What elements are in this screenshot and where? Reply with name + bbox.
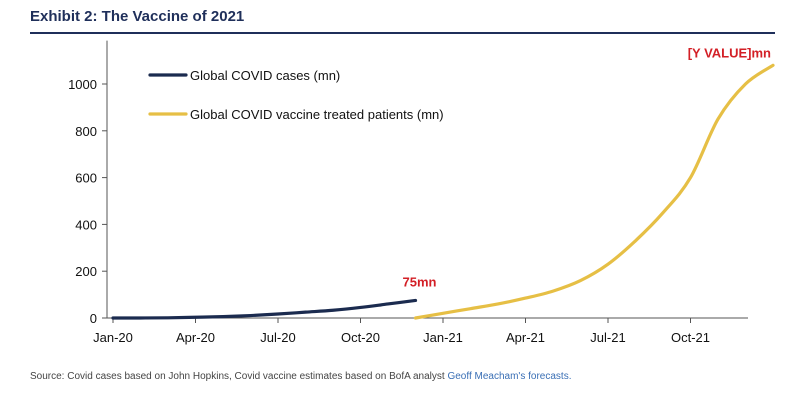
legend-label: Global COVID cases (mn) [190,68,340,83]
source-text: Source: Covid cases based on John Hopkin… [30,371,448,382]
legend-label: Global COVID vaccine treated patients (m… [190,107,444,122]
y-tick-label: 1000 [68,77,97,92]
x-tick-label: Jul-21 [590,330,625,345]
y-tick-label: 0 [90,311,97,326]
source-link[interactable]: Geoff Meacham's forecasts. [447,371,572,382]
x-tick-label: Oct-21 [671,330,710,345]
x-tick-label: Oct-20 [341,330,380,345]
y-tick-label: 600 [75,171,97,186]
chart-title: Exhibit 2: The Vaccine of 2021 [30,8,245,25]
cases-end-label: 75mn [403,274,437,289]
y-tick-label: 200 [75,264,97,279]
source-note: Source: Covid cases based on John Hopkin… [30,371,571,382]
x-tick-label: Apr-20 [176,330,215,345]
x-tick-label: Jan-20 [93,330,133,345]
chart-axes: 0 200 400 600 800 1000 Jan-20 Apr-20 Jul-20 Oct-2… [68,40,748,345]
series-layer [111,63,775,320]
chart-annotations: 75mn [Y VALUE]mn [403,45,772,289]
chart-legend: Global COVID cases (mn) Global COVID vacc… [148,68,444,122]
vaccine-end-label: [Y VALUE]mn [688,45,771,60]
y-tick-label: 800 [75,124,97,139]
title-divider [30,32,775,34]
cases-series-line [111,298,418,320]
x-tick-label: Jan-21 [423,330,463,345]
x-tick-label: Apr-21 [506,330,545,345]
y-tick-label: 400 [75,217,97,232]
x-tick-label: Jul-20 [260,330,295,345]
vaccine-series-line [413,63,775,320]
